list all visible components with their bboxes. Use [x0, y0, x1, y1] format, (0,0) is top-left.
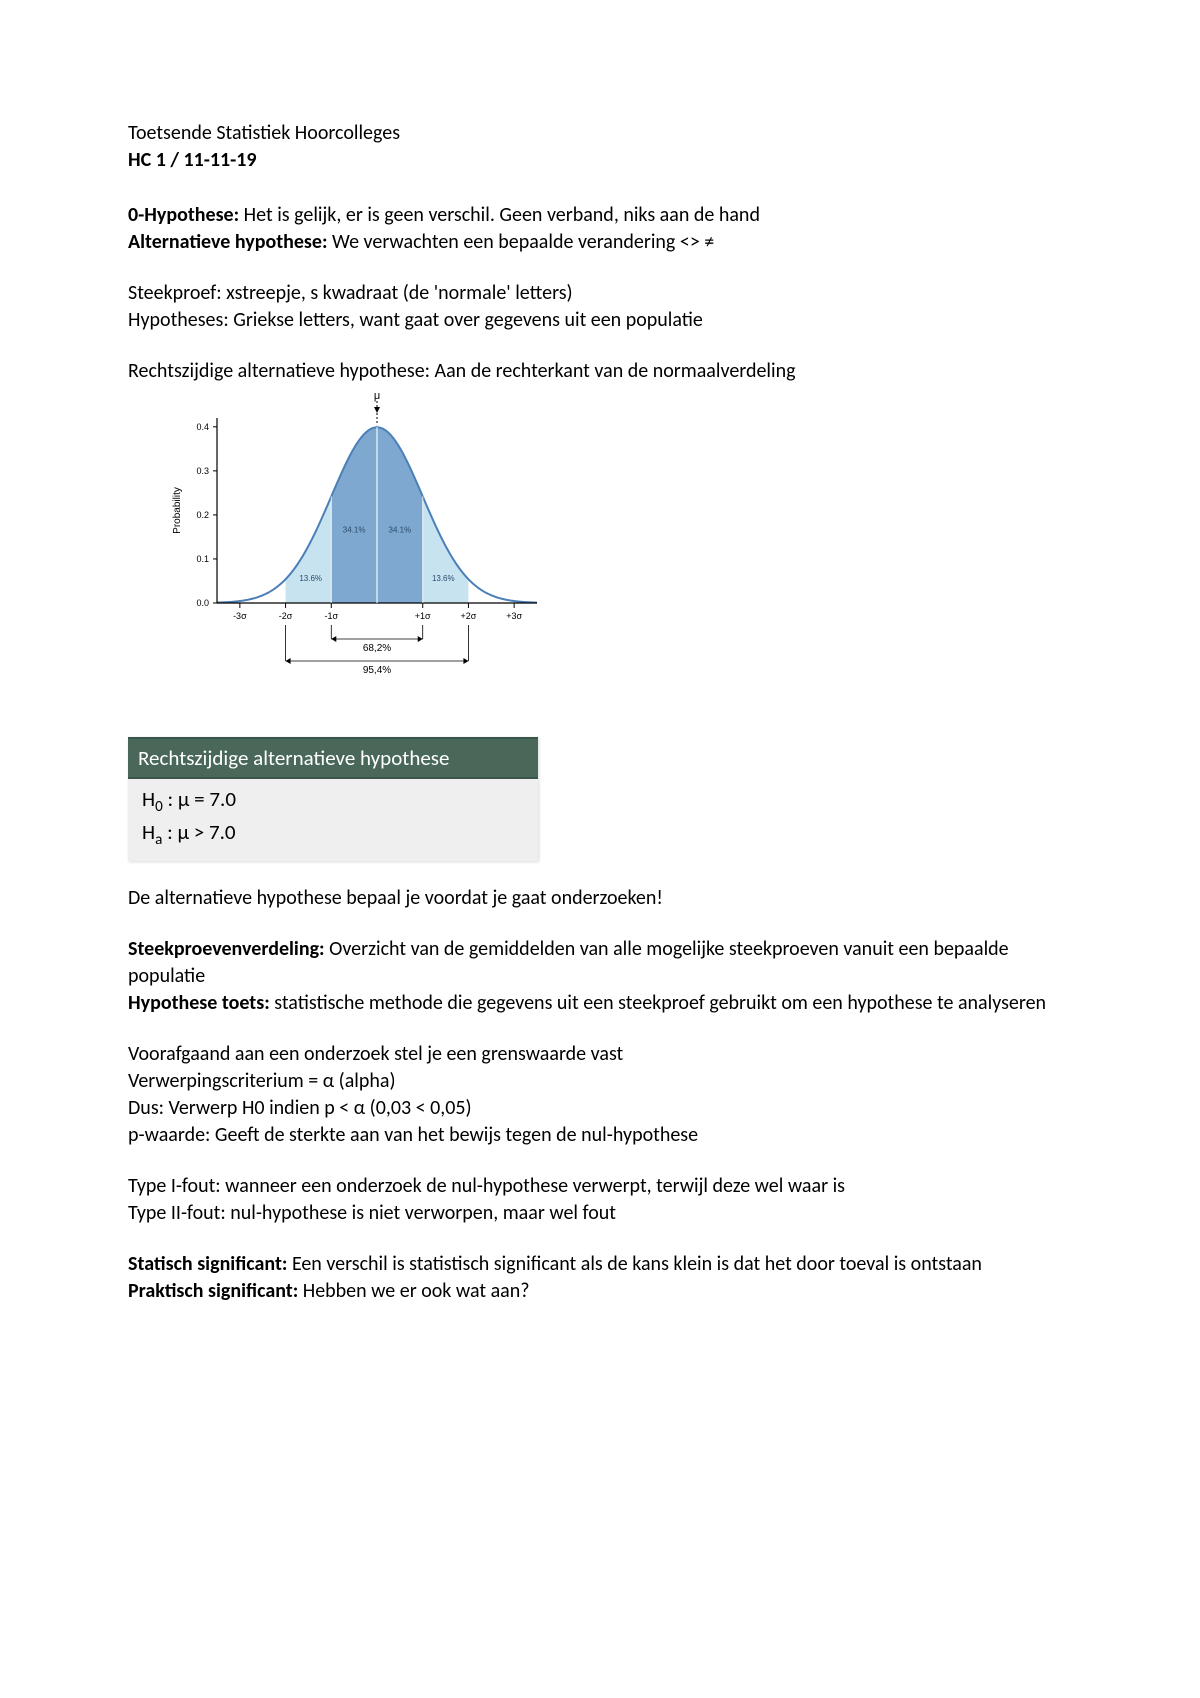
alt-hypothesis-text: We verwachten een bepaalde verandering <…	[328, 230, 715, 254]
significance-block: Statisch significant: Een verschil is st…	[128, 1251, 1072, 1305]
reject-rule: Dus: Verwerp H0 indien p < α (0,03 < 0,0…	[128, 1095, 1072, 1122]
null-hypothesis-label: 0-Hypothese:	[128, 203, 239, 227]
alt-hypothesis-label: Alternatieve hypothese:	[128, 230, 328, 254]
svg-text:-2σ: -2σ	[279, 611, 293, 621]
svg-text:-1σ: -1σ	[325, 611, 339, 621]
svg-text:0.4: 0.4	[196, 422, 209, 432]
svg-text:13.6%: 13.6%	[299, 574, 322, 583]
alpha-block: Voorafgaand aan een onderzoek stel je ee…	[128, 1041, 1072, 1149]
hypothesis-box-header: Rechtszijdige alternatieve hypothese	[128, 737, 538, 779]
svg-text:0.0: 0.0	[196, 598, 209, 608]
hypothesis-definitions: 0-Hypothese: Het is gelijk, er is geen v…	[128, 202, 1072, 256]
definitions-block: Steekproevenverdeling: Overzicht van de …	[128, 936, 1072, 1017]
page-subtitle: HC 1 / 11-11-19	[128, 147, 1072, 174]
hypothesis-box: Rechtszijdige alternatieve hypothese H0 …	[128, 737, 538, 861]
svg-text:+1σ: +1σ	[415, 611, 431, 621]
h0-line: H0 : μ = 7.0	[142, 785, 524, 818]
svg-text:0.1: 0.1	[196, 554, 209, 564]
svg-text:34.1%: 34.1%	[343, 526, 366, 535]
svg-text:13.6%: 13.6%	[432, 574, 455, 583]
stat-sig-text: Een verschil is statistisch significant …	[287, 1252, 982, 1276]
hypothesis-box-body: H0 : μ = 7.0 Ha : μ > 7.0	[128, 779, 538, 860]
null-hypothesis-text: Het is gelijk, er is geen verschil. Geen…	[239, 203, 760, 227]
svg-text:95,4%: 95,4%	[363, 665, 391, 676]
svg-text:-3σ: -3σ	[233, 611, 247, 621]
normal-distribution-chart: 0.0 0.1 0.2 0.3 0.4 Probability -3σ -2σ -1σ +1σ +2…	[162, 393, 1072, 701]
svg-text:34.1%: 34.1%	[389, 526, 412, 535]
notation-block: Steekproef: xstreepje, s kwadraat (de 'n…	[128, 280, 1072, 334]
svg-text:μ: μ	[374, 393, 380, 402]
svg-text:68,2%: 68,2%	[363, 643, 391, 654]
page-title: Toetsende Statistiek Hoorcolleges	[128, 120, 1072, 147]
error-types-block: Type I-fout: wanneer een onderzoek de nu…	[128, 1173, 1072, 1227]
type1-error: Type I-fout: wanneer een onderzoek de nu…	[128, 1173, 1072, 1200]
threshold-line: Voorafgaand aan een onderzoek stel je ee…	[128, 1041, 1072, 1068]
p-value-line: p-waarde: Geeft de sterkte aan van het b…	[128, 1122, 1072, 1149]
prac-sig-text: Hebben we er ook wat aan?	[298, 1279, 529, 1303]
type2-error: Type II-fout: nul-hypothese is niet verw…	[128, 1200, 1072, 1227]
right-sided-intro: Rechtszijdige alternatieve hypothese: Aa…	[128, 358, 1072, 385]
svg-text:0.2: 0.2	[196, 510, 209, 520]
alt-hyp-note: De alternatieve hypothese bepaal je voor…	[128, 885, 1072, 912]
stat-sig-label: Statisch significant:	[128, 1252, 287, 1276]
hyp-test-text: statistische methode die gegevens uit ee…	[270, 991, 1046, 1015]
ha-line: Ha : μ > 7.0	[142, 818, 524, 851]
title-block: Toetsende Statistiek Hoorcolleges HC 1 /…	[128, 120, 1072, 174]
hyp-test-label: Hypothese toets:	[128, 991, 270, 1015]
hypotheses-notation: Hypotheses: Griekse letters, want gaat o…	[128, 307, 1072, 334]
rejection-criterion: Verwerpingscriterium = α (alpha)	[128, 1068, 1072, 1095]
sampling-dist-label: Steekproevenverdeling:	[128, 937, 325, 961]
svg-text:0.3: 0.3	[196, 466, 209, 476]
sample-notation: Steekproef: xstreepje, s kwadraat (de 'n…	[128, 280, 1072, 307]
svg-text:+2σ: +2σ	[461, 611, 477, 621]
svg-text:Probability: Probability	[172, 487, 183, 534]
prac-sig-label: Praktisch significant:	[128, 1279, 298, 1303]
svg-text:+3σ: +3σ	[506, 611, 522, 621]
